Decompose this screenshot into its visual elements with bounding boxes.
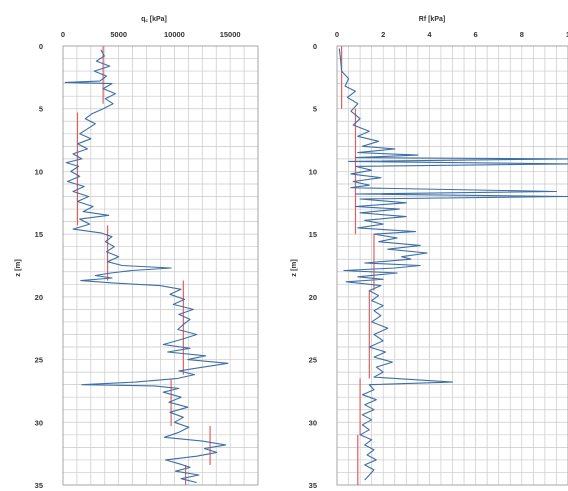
qc-y-tick-label: 20 — [35, 293, 43, 302]
cone-resistance-panel: q꜀ [kPa] z [m] 0 5000 10000 15000 0 5 10 15 20 25… — [13, 16, 259, 490]
friction-title: Rf [kPa] — [419, 16, 445, 23]
friction-panel: Rf [kPa] z [m] 02468105101520253035 — [289, 16, 568, 490]
rf-plot-frame — [336, 45, 568, 486]
rf-x-tick-label: 4 — [427, 30, 432, 39]
qc-measured-line — [64, 49, 229, 484]
qc-plot-frame — [62, 45, 259, 486]
qc-x-tick-label: 10000 — [164, 30, 185, 39]
depth-axis-label: z [m] — [13, 259, 22, 277]
rf-y-tick-label: 5 — [313, 105, 317, 114]
qc-y-tick-label: 10 — [35, 167, 43, 176]
rf-measured-line — [338, 48, 568, 481]
qc-y-tick-label: 15 — [35, 230, 43, 239]
qc-x-tick-label: 15000 — [220, 30, 241, 39]
rf-x-tick-label: 2 — [381, 30, 385, 39]
rf-y-tick-label: 15 — [309, 230, 317, 239]
qc-x-tick-label: 0 — [61, 30, 65, 39]
rf-x-tick-label: 1 — [566, 30, 568, 39]
rf-y-tick-label: 25 — [309, 356, 317, 365]
rf-y-tick-label: 10 — [309, 167, 317, 176]
depth-axis-label: z [m] — [289, 259, 298, 277]
rf-y-tick-label: 30 — [309, 418, 317, 427]
rf-y-tick-label: 35 — [309, 481, 317, 490]
qc-y-tick-label: 30 — [35, 418, 43, 427]
qc-y-tick-label: 25 — [35, 356, 43, 365]
rf-x-tick-label: 8 — [520, 30, 524, 39]
qc-y-tick-label: 5 — [39, 105, 43, 114]
cone-resistance-title: q꜀ [kPa] — [141, 16, 167, 23]
qc-x-tick-label: 5000 — [110, 30, 127, 39]
qc-y-tick-label: 0 — [39, 42, 43, 51]
qc-y-tick-label: 35 — [35, 481, 43, 490]
rf-x-tick-label: 6 — [474, 30, 478, 39]
rf-x-tick-label: 0 — [335, 30, 339, 39]
rf-y-tick-label: 0 — [313, 42, 317, 51]
rf-y-tick-label: 20 — [309, 293, 317, 302]
